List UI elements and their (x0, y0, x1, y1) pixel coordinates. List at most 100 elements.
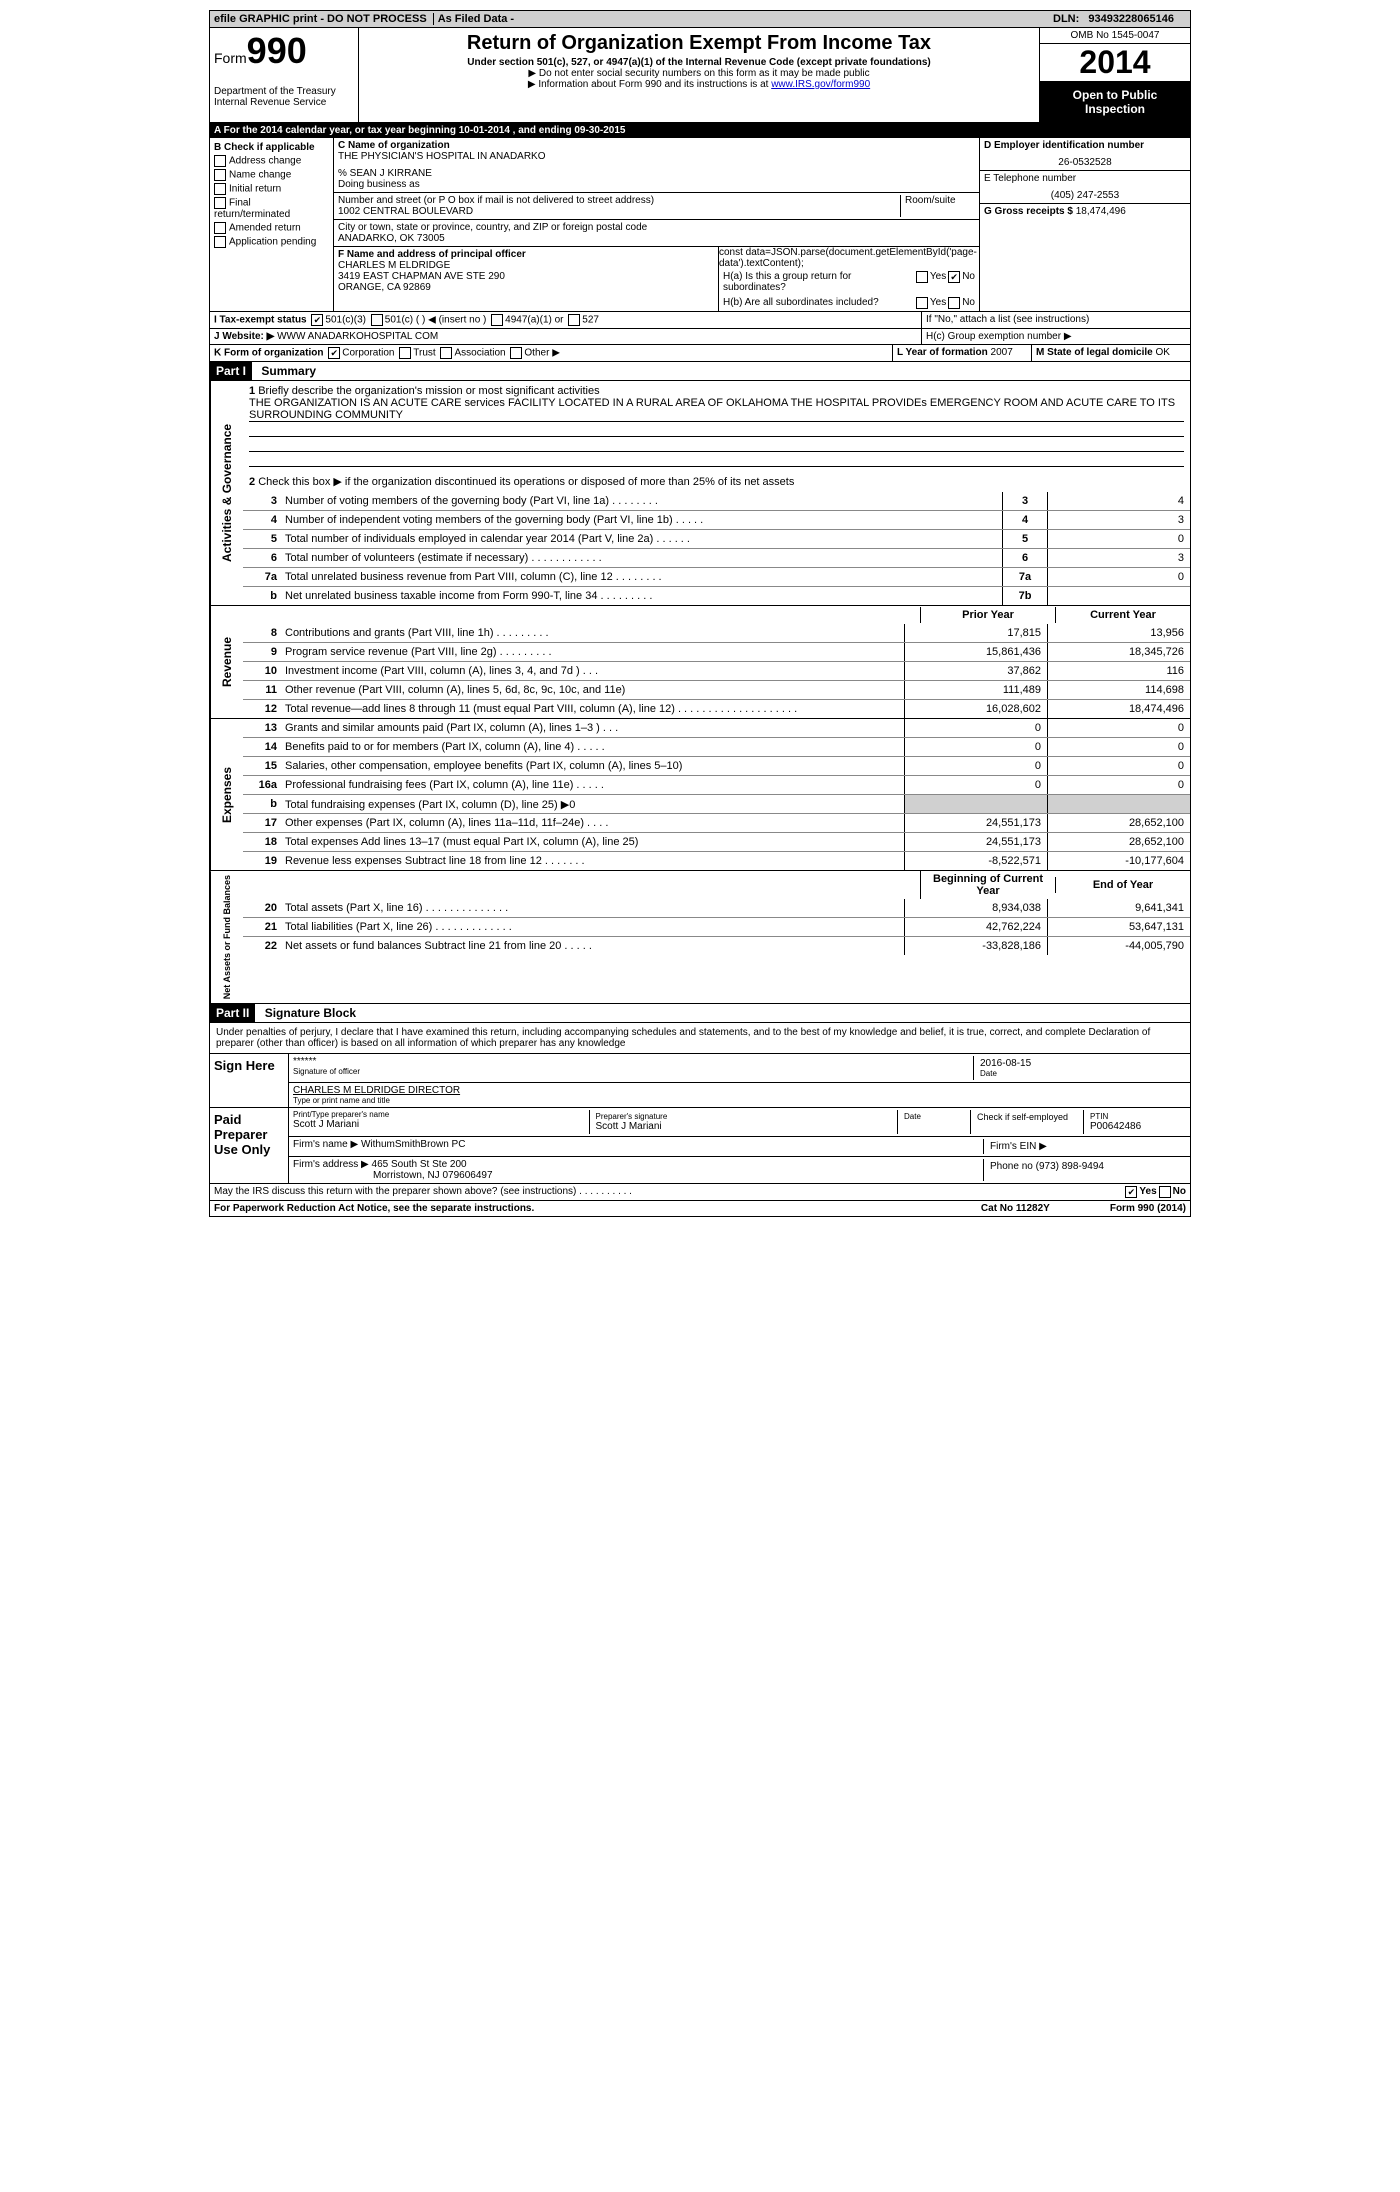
cat-no: Cat No 11282Y (981, 1203, 1050, 1214)
footer: For Paperwork Reduction Act Notice, see … (210, 1200, 1190, 1216)
hb-text: H(b) Are all subordinates included? (723, 297, 914, 309)
cb-4947[interactable] (489, 315, 505, 326)
preparer-sig: Scott J Mariani (596, 1121, 892, 1132)
ha-yes[interactable] (914, 271, 930, 293)
cb-527[interactable] (566, 315, 582, 326)
asfiled-label: As Filed Data - (433, 13, 514, 25)
mission-text: THE ORGANIZATION IS AN ACUTE CARE servic… (249, 397, 1184, 422)
line-item: 3Number of voting members of the governi… (243, 492, 1190, 510)
year-formation: 2007 (991, 347, 1013, 358)
line-item: 19Revenue less expenses Subtract line 18… (243, 851, 1190, 870)
header-left: Form990 Department of the Treasury Inter… (210, 28, 359, 122)
part1-governance: Activities & Governance 1 Briefly descri… (210, 380, 1190, 605)
sign-here-label: Sign Here (210, 1054, 289, 1107)
line-item: 21Total liabilities (Part X, line 26) . … (243, 917, 1190, 936)
part1-netassets: Net Assets or Fund Balances Beginning of… (210, 870, 1190, 1003)
line-item: 5Total number of individuals employed in… (243, 529, 1190, 548)
dba-label: Doing business as (338, 179, 975, 190)
part2-header: Part II Signature Block (210, 1003, 1190, 1022)
cb-501c[interactable] (369, 315, 385, 326)
sig-stars: ****** (293, 1056, 973, 1067)
line-item: 22Net assets or fund balances Subtract l… (243, 936, 1190, 955)
line1-block: 1 Briefly describe the organization's mi… (243, 381, 1190, 471)
side-revenue: Revenue (210, 606, 243, 718)
cb-501c3[interactable] (309, 315, 325, 326)
prior-year-header: Prior Year (920, 607, 1055, 623)
gross-receipts: 18,474,496 (1076, 206, 1126, 217)
eoy-header: End of Year (1055, 877, 1190, 893)
line-item: 17Other expenses (Part IX, column (A), l… (243, 813, 1190, 832)
state-domicile: OK (1155, 347, 1169, 358)
form-990-container: efile GRAPHIC print - DO NOT PROCESS As … (209, 10, 1191, 1217)
cb-application-pending[interactable]: Application pending (214, 236, 329, 248)
street-address: 1002 CENTRAL BOULEVARD (338, 206, 900, 217)
hb-no[interactable] (946, 297, 962, 309)
cb-other[interactable] (508, 348, 524, 359)
part1-expenses: Expenses 13Grants and similar amounts pa… (210, 718, 1190, 870)
form-footer: Form 990 (2014) (1110, 1203, 1186, 1214)
dln: DLN: 93493228065146 (1053, 13, 1180, 25)
line-item: 8Contributions and grants (Part VIII, li… (243, 624, 1190, 642)
telephone: (405) 247-2553 (984, 190, 1186, 201)
firm-addr1: 465 South St Ste 200 (372, 1159, 467, 1170)
firm-phone: (973) 898-9494 (1036, 1161, 1104, 1172)
paid-preparer-label: Paid Preparer Use Only (210, 1108, 289, 1183)
line-item: 10Investment income (Part VIII, column (… (243, 661, 1190, 680)
discuss-row: May the IRS discuss this return with the… (210, 1183, 1190, 1200)
line-item: 7aTotal unrelated business revenue from … (243, 567, 1190, 586)
cb-association[interactable] (438, 348, 454, 359)
cb-trust[interactable] (397, 348, 413, 359)
org-name: THE PHYSICIAN'S HOSPITAL IN ANADARKO (338, 151, 975, 162)
line-item: 20Total assets (Part X, line 16) . . . .… (243, 899, 1190, 917)
city-state-zip: ANADARKO, OK 73005 (338, 233, 975, 244)
form-number: Form990 (214, 30, 354, 72)
cb-initial-return[interactable]: Initial return (214, 183, 329, 195)
line-item: bNet unrelated business taxable income f… (243, 586, 1190, 605)
cb-amended-return[interactable]: Amended return (214, 222, 329, 234)
row-a-tax-year: A For the 2014 calendar year, or tax yea… (210, 123, 1190, 138)
omb-number: OMB No 1545-0047 (1040, 28, 1190, 44)
cb-corporation[interactable] (326, 348, 342, 359)
side-governance: Activities & Governance (210, 381, 243, 605)
sign-here-section: Sign Here ****** Signature of officer 20… (210, 1053, 1190, 1107)
self-employed-check[interactable]: Check if self-employed (970, 1110, 1083, 1134)
officer-name: CHARLES M ELDRIDGE (338, 260, 714, 271)
cb-final-return[interactable]: Final return/terminated (214, 197, 329, 220)
cb-name-change[interactable]: Name change (214, 169, 329, 181)
current-year-header: Current Year (1055, 607, 1190, 623)
line2-block: 2 Check this box ▶ if the organization d… (243, 471, 1190, 492)
side-expenses: Expenses (210, 719, 243, 870)
top-bar: efile GRAPHIC print - DO NOT PROCESS As … (210, 11, 1190, 28)
hb-yes[interactable] (914, 297, 930, 309)
ptin: P00642486 (1090, 1121, 1180, 1132)
row-i: I Tax-exempt status 501(c)(3) 501(c) ( )… (210, 312, 1190, 329)
paid-preparer-section: Paid Preparer Use Only Print/Type prepar… (210, 1107, 1190, 1183)
info-note: ▶ Information about Form 990 and its ins… (365, 79, 1033, 90)
perjury-statement: Under penalties of perjury, I declare th… (210, 1022, 1190, 1053)
ein: 26-0532528 (984, 157, 1186, 168)
form-title: Return of Organization Exempt From Incom… (365, 32, 1033, 55)
discuss-yes[interactable] (1123, 1186, 1139, 1198)
open-public: Open to Public Inspection (1040, 82, 1190, 122)
discuss-no[interactable] (1157, 1186, 1173, 1198)
tax-year: 2014 (1040, 44, 1190, 82)
firm-addr2: Morristown, NJ 079606497 (293, 1170, 983, 1181)
efile-notice: efile GRAPHIC print - DO NOT PROCESS (214, 13, 427, 25)
irs-link[interactable]: www.IRS.gov/form990 (771, 79, 870, 90)
boy-header: Beginning of Current Year (920, 871, 1055, 899)
row-j: J Website: ▶ WWW ANADARKOHOSPITAL COM H(… (210, 329, 1190, 345)
row-k: K Form of organization Corporation Trust… (210, 345, 1190, 362)
form-subtitle: Under section 501(c), 527, or 4947(a)(1)… (365, 57, 1033, 68)
website: WWW ANADARKOHOSPITAL COM (277, 331, 438, 342)
preparer-name: Scott J Mariani (293, 1119, 589, 1130)
room-suite: Room/suite (900, 195, 975, 217)
line-item: 12Total revenue—add lines 8 through 11 (… (243, 699, 1190, 718)
cb-address-change[interactable]: Address change (214, 155, 329, 167)
line-item: 11Other revenue (Part VIII, column (A), … (243, 680, 1190, 699)
ha-no[interactable] (946, 271, 962, 293)
line-item: 14Benefits paid to or for members (Part … (243, 737, 1190, 756)
ha-text: H(a) Is this a group return for subordin… (723, 271, 914, 293)
col-d: D Employer identification number 26-0532… (979, 138, 1190, 311)
line-item: 15Salaries, other compensation, employee… (243, 756, 1190, 775)
officer-addr2: ORANGE, CA 92869 (338, 282, 714, 293)
